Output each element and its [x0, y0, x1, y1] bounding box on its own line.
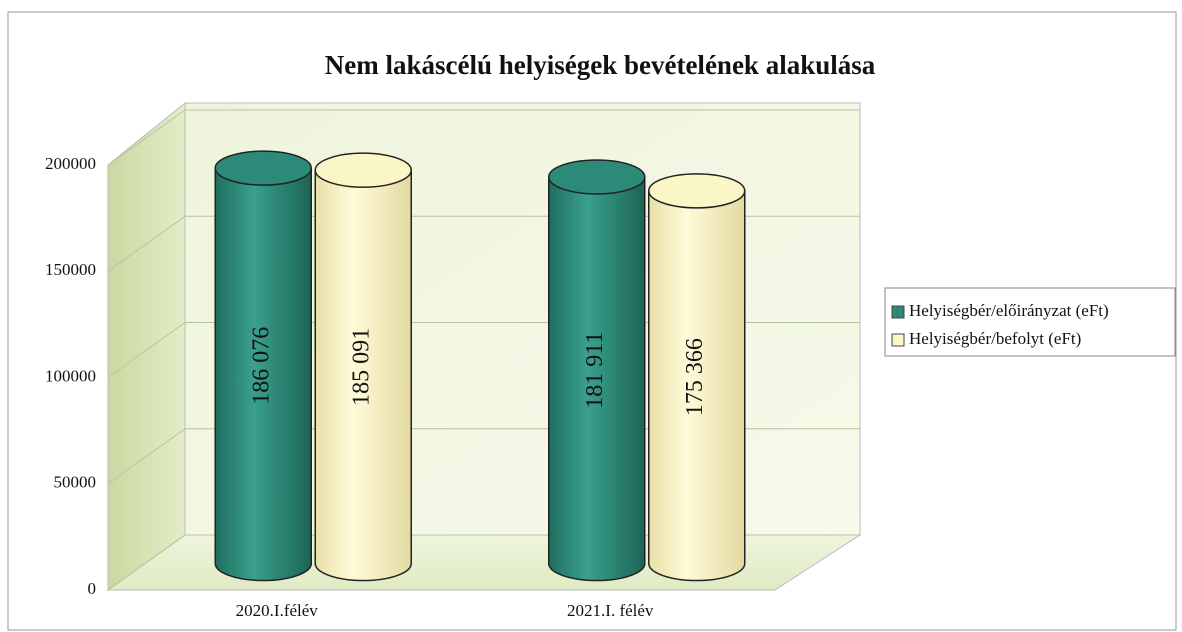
grid-line: [107, 428, 186, 485]
value-label: 186 076: [249, 327, 275, 405]
value-label: 175 366: [682, 338, 708, 416]
cylinder: [214, 167, 312, 582]
frame: [7, 11, 1177, 631]
y-tick-label: 100000: [45, 366, 96, 385]
side-wall: [107, 101, 186, 591]
chart-title: Nem lakáscélú helyiségek bevételének ala…: [325, 50, 876, 80]
y-tick-label: 200000: [45, 154, 96, 173]
legend: [884, 287, 1176, 357]
grid-line: [107, 215, 186, 272]
cylinder: [314, 169, 412, 582]
plot: 186 076 185 091 181 911 175 366: [214, 150, 746, 582]
value-label: 181 911: [582, 332, 608, 409]
grid-line: [107, 322, 186, 378]
value-label: 185 091: [349, 328, 375, 406]
cylinder: [648, 190, 746, 582]
cylinder-top: [548, 159, 646, 195]
y-tick-label: 150000: [45, 260, 96, 279]
cylinder-top: [648, 173, 746, 209]
legend-label: Helyiségbér/befolyt (eFt): [909, 329, 1081, 348]
y-tick-label: 50000: [54, 473, 97, 492]
grid-line: [107, 109, 186, 166]
cylinder-top: [314, 152, 412, 188]
legend-swatch: [891, 305, 905, 319]
cylinder-top: [214, 150, 312, 186]
legend-label: Helyiségbér/előirányzat (eFt): [909, 301, 1109, 320]
y-tick-label: 0: [88, 579, 97, 598]
x-tick-label: 2021.I. félév: [567, 601, 654, 620]
grid-line: [107, 534, 186, 591]
legend-swatch: [891, 333, 905, 347]
x-tick-label: 2020.I.félév: [236, 601, 319, 620]
cylinder: [548, 176, 646, 582]
